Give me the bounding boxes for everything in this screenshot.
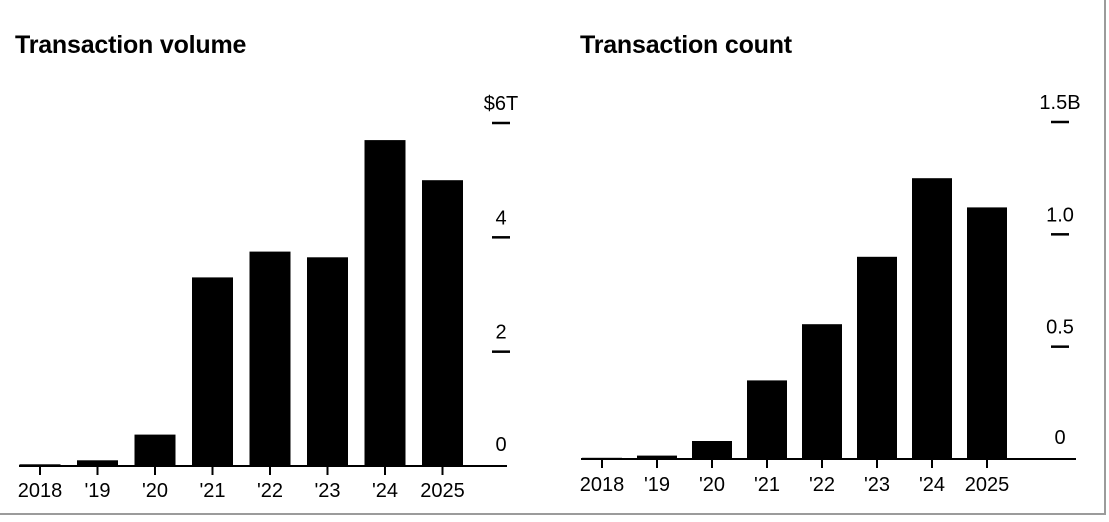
bar-24 bbox=[912, 178, 952, 459]
x-axis-label-23: '23 bbox=[864, 474, 890, 496]
y-tick-dash bbox=[1051, 120, 1069, 124]
x-axis-label-19: '19 bbox=[84, 480, 110, 502]
y-axis-label-0.5: 0.5 bbox=[1046, 317, 1074, 339]
bar-2025 bbox=[967, 207, 1007, 459]
y-tick-dash bbox=[492, 350, 510, 353]
y-tick-dash bbox=[1051, 345, 1069, 348]
bar-23 bbox=[857, 256, 897, 459]
x-tick bbox=[876, 460, 878, 468]
x-axis-label-24: '24 bbox=[372, 480, 398, 502]
x-axis-line bbox=[19, 465, 507, 467]
y-axis-label-$6T: $6T bbox=[484, 93, 518, 115]
x-tick bbox=[269, 467, 271, 475]
y-axis-label-1.0: 1.0 bbox=[1046, 204, 1074, 226]
x-tick bbox=[821, 460, 823, 468]
bar-21 bbox=[192, 277, 233, 466]
x-tick bbox=[441, 467, 444, 475]
x-tick bbox=[326, 467, 329, 475]
y-tick-dash bbox=[492, 236, 510, 239]
x-axis-label-22: '22 bbox=[257, 480, 283, 502]
x-axis-label-2018: 2018 bbox=[18, 480, 63, 502]
x-tick bbox=[384, 467, 386, 475]
bar-22 bbox=[249, 251, 291, 466]
y-axis-label-0: 0 bbox=[495, 434, 506, 456]
y-tick-dash bbox=[492, 121, 510, 125]
bar-22 bbox=[802, 324, 842, 459]
transaction-volume-plot: 2018 '19 '20 '21 '22 '23 '24 2025 $6T 4 2 0 bbox=[18, 93, 518, 502]
x-axis-label-2018: 2018 bbox=[580, 474, 625, 496]
bar-19 bbox=[77, 460, 118, 466]
x-tick bbox=[656, 460, 658, 468]
x-axis-label-21: '21 bbox=[199, 480, 225, 502]
bar-20 bbox=[134, 434, 176, 466]
y-axis-label-2: 2 bbox=[495, 322, 506, 344]
bar-23 bbox=[307, 257, 348, 466]
x-axis-label-21: '21 bbox=[754, 474, 780, 496]
y-axis-label-0: 0 bbox=[1054, 427, 1065, 449]
bar-20 bbox=[692, 441, 732, 459]
bar-2025 bbox=[422, 180, 463, 466]
x-axis-line bbox=[581, 458, 1076, 460]
x-axis-label-20: '20 bbox=[699, 474, 725, 496]
x-tick bbox=[601, 460, 603, 468]
x-tick bbox=[96, 467, 99, 475]
x-axis-label-19: '19 bbox=[644, 474, 670, 496]
y-axis-label-4: 4 bbox=[495, 207, 506, 229]
chart-title-transaction-volume: Transaction volume bbox=[15, 31, 247, 59]
x-axis-label-2025: 2025 bbox=[420, 480, 465, 502]
bar-24 bbox=[364, 140, 406, 466]
x-tick bbox=[39, 467, 41, 475]
x-axis-label-2025: 2025 bbox=[965, 474, 1010, 496]
x-tick bbox=[154, 467, 156, 475]
x-tick bbox=[986, 460, 988, 468]
chart-title-transaction-count: Transaction count bbox=[580, 31, 792, 59]
x-tick bbox=[766, 460, 768, 468]
x-tick bbox=[711, 460, 713, 468]
y-axis-label-1.5B: 1.5B bbox=[1039, 92, 1080, 114]
transaction-count-plot: 2018 '19 '20 '21 '22 '23 '24 2025 1.5B 1.0 0.5 0 bbox=[580, 92, 1081, 496]
bar-21 bbox=[747, 380, 787, 459]
x-axis-label-23: '23 bbox=[314, 480, 340, 502]
bar-19 bbox=[637, 455, 677, 459]
x-axis-label-20: '20 bbox=[142, 480, 168, 502]
y-tick-dash bbox=[1051, 233, 1069, 236]
x-tick bbox=[211, 467, 214, 475]
x-axis-label-24: '24 bbox=[919, 474, 945, 496]
x-tick bbox=[931, 460, 933, 468]
x-axis-label-22: '22 bbox=[809, 474, 835, 496]
